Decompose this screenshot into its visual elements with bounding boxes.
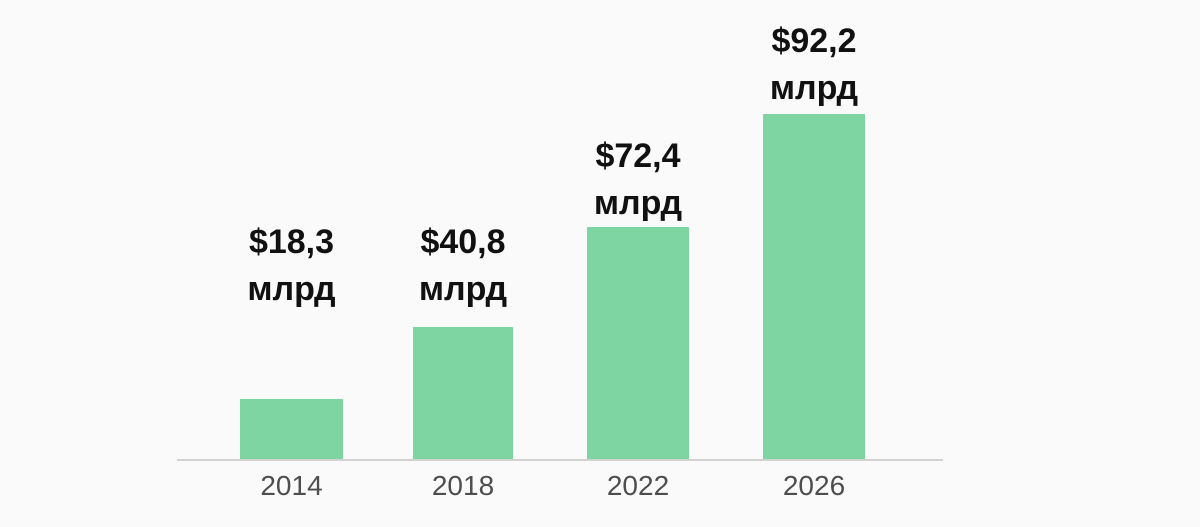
x-tick-2014: 2014	[260, 470, 323, 501]
bar-value-unit: млрд	[418, 270, 508, 308]
x-tick-2026: 2026	[782, 470, 846, 501]
x-tick-2022: 2022	[606, 470, 670, 501]
bar-2014	[240, 399, 343, 459]
bar-group-2014: $18,3 млрд 2014	[240, 0, 343, 527]
x-tick-2018: 2018	[431, 470, 495, 501]
bar-2026	[763, 114, 865, 459]
bar-value-unit: млрд	[769, 69, 859, 107]
bar-2018	[413, 327, 513, 459]
bar-value-amount: $18,3	[248, 223, 335, 261]
bar-group-2026: $92,2 млрд 2026	[763, 0, 865, 527]
bar-value-label: $92,2 млрд	[770, 18, 858, 112]
bar-value-amount: $92,2	[771, 22, 857, 60]
bar-value-amount: $72,4	[595, 137, 681, 175]
bar-value-label: $40,8 млрд	[419, 219, 507, 313]
bar-value-label: $18,3 млрд	[247, 219, 335, 313]
bar-value-amount: $40,8	[420, 223, 506, 261]
x-axis-line	[177, 459, 943, 461]
bar-group-2018: $40,8 млрд 2018	[413, 0, 513, 527]
bar-value-unit: млрд	[593, 184, 683, 222]
bar-value-unit: млрд	[247, 270, 336, 308]
bar-2022	[587, 227, 689, 459]
bar-group-2022: $72,4 млрд 2022	[587, 0, 689, 527]
bar-value-label: $72,4 млрд	[594, 133, 682, 227]
